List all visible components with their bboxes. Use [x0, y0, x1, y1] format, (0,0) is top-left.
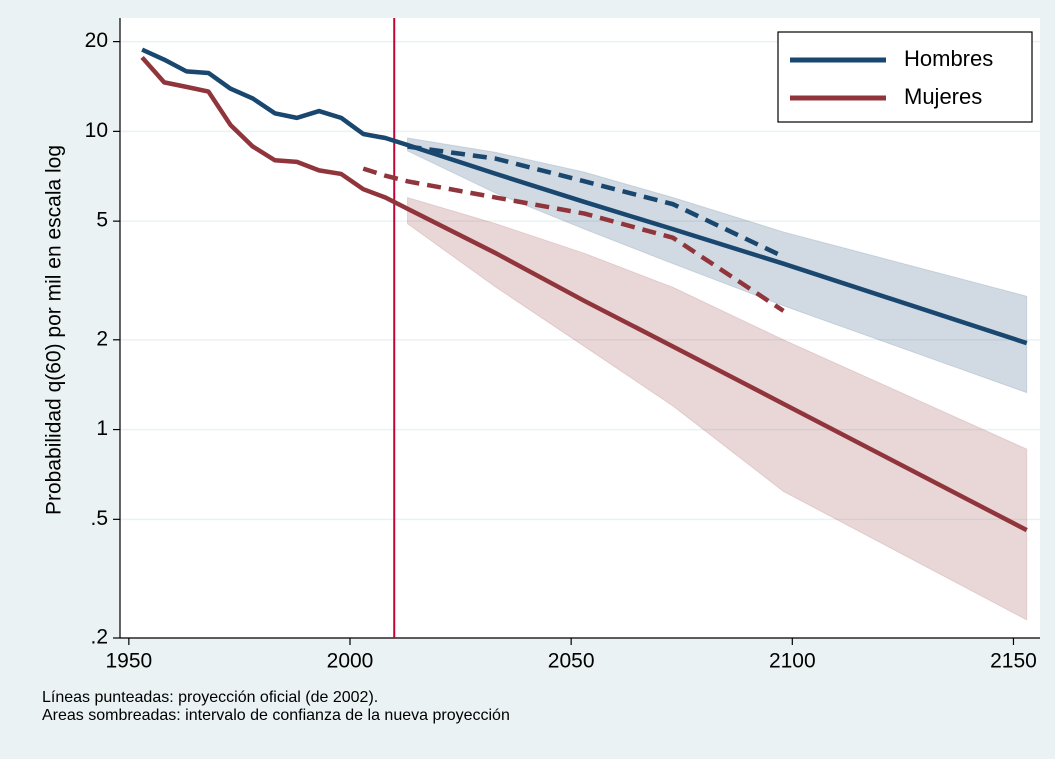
note: Areas sombreadas: intervalo de confianza… [42, 707, 510, 724]
y-axis-title: Probabilidad q(60) por mil en escala log [43, 145, 66, 515]
series-line [141, 47, 1028, 346]
y-tick-label: 5 [96, 209, 108, 232]
confidence-band [407, 196, 1028, 621]
y-tick-label: 20 [85, 29, 108, 52]
official-line [407, 144, 785, 259]
legend-label: Mujeres [904, 84, 982, 109]
x-tick-label: 2100 [769, 650, 816, 673]
x-tick-label: 2150 [990, 650, 1037, 673]
official-line [362, 166, 785, 313]
legend: Hombres Mujeres [777, 31, 1033, 123]
legend-label: Hombres [904, 46, 993, 71]
x-tick-label: 2050 [548, 650, 595, 673]
y-tick-label: 1 [96, 417, 108, 440]
legend-box [777, 31, 1033, 123]
y-tick-label: .2 [90, 626, 108, 649]
series-line [140, 55, 1028, 533]
y-tick-label: 10 [85, 119, 108, 142]
y-tick-label: 2 [96, 327, 108, 350]
note: Líneas punteadas: proyección oficial (de… [42, 689, 378, 706]
y-tick-label: .5 [90, 507, 108, 530]
x-tick-label: 1950 [105, 650, 152, 673]
x-tick-label: 2000 [327, 650, 374, 673]
confidence-band [407, 137, 1028, 394]
